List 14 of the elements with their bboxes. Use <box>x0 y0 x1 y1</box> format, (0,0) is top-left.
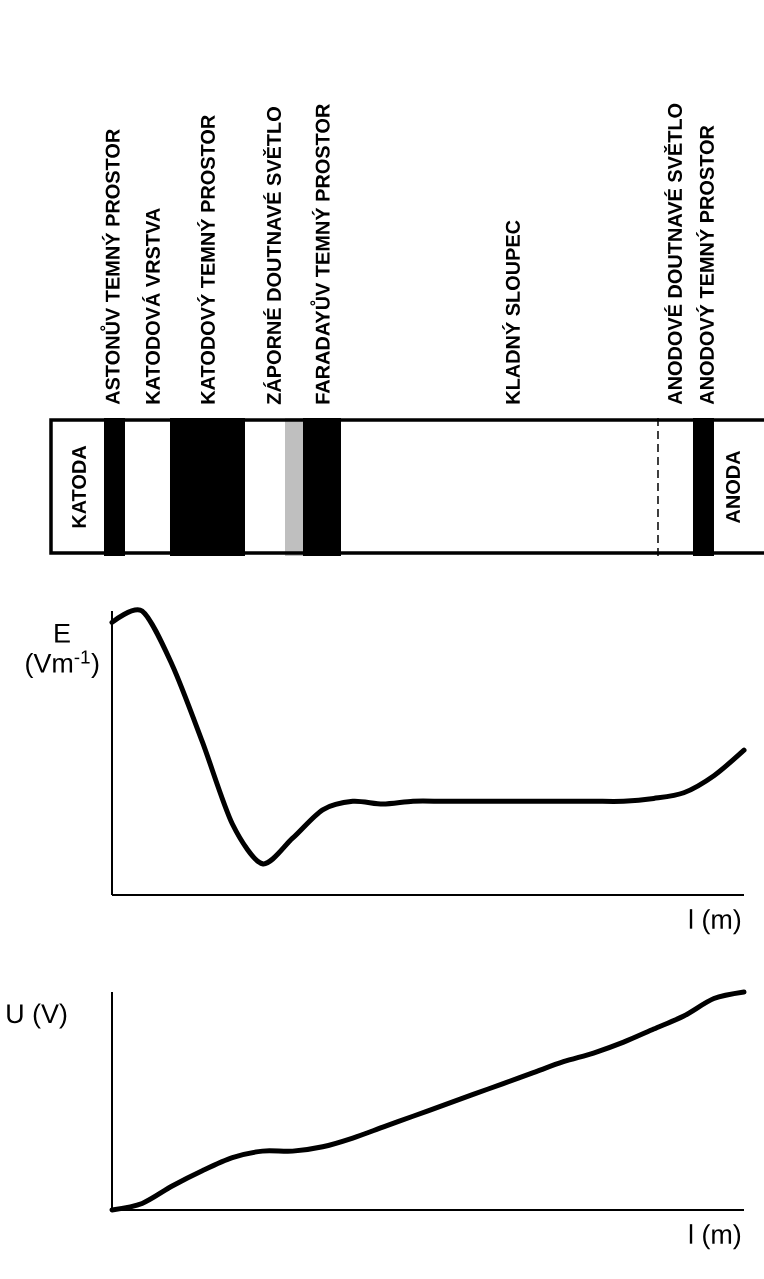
y-axis-title: U (V) <box>7 1003 67 1029</box>
text: KATODOVÝ TEMNÝ PROSTOR <box>197 115 215 404</box>
text: KATODOVÁ VRSTVA <box>142 208 160 404</box>
text: ASTONŮV TEMNÝ PROSTOR <box>100 129 120 405</box>
text: ZÁPORNÉ DOUTNAVÉ SVĚTLO <box>262 107 282 405</box>
text: ANODOVÝ TEMNÝ PROSTOR <box>696 125 714 405</box>
text: ANODA <box>725 451 741 524</box>
text: KATODA <box>71 445 87 528</box>
x-axis-title: l (m) <box>689 909 741 935</box>
x-axis-title: l (m) <box>689 1224 741 1250</box>
text: ANODOVÉ DOUTNAVÉ SVĚTLO <box>663 103 683 405</box>
y-axis-title: E (Vm$^{-1}$) <box>26 624 99 678</box>
text: KLADNÝ SLOUPEC <box>502 220 520 404</box>
text: FARADAYŮV TEMNÝ PROSTOR <box>310 104 330 404</box>
